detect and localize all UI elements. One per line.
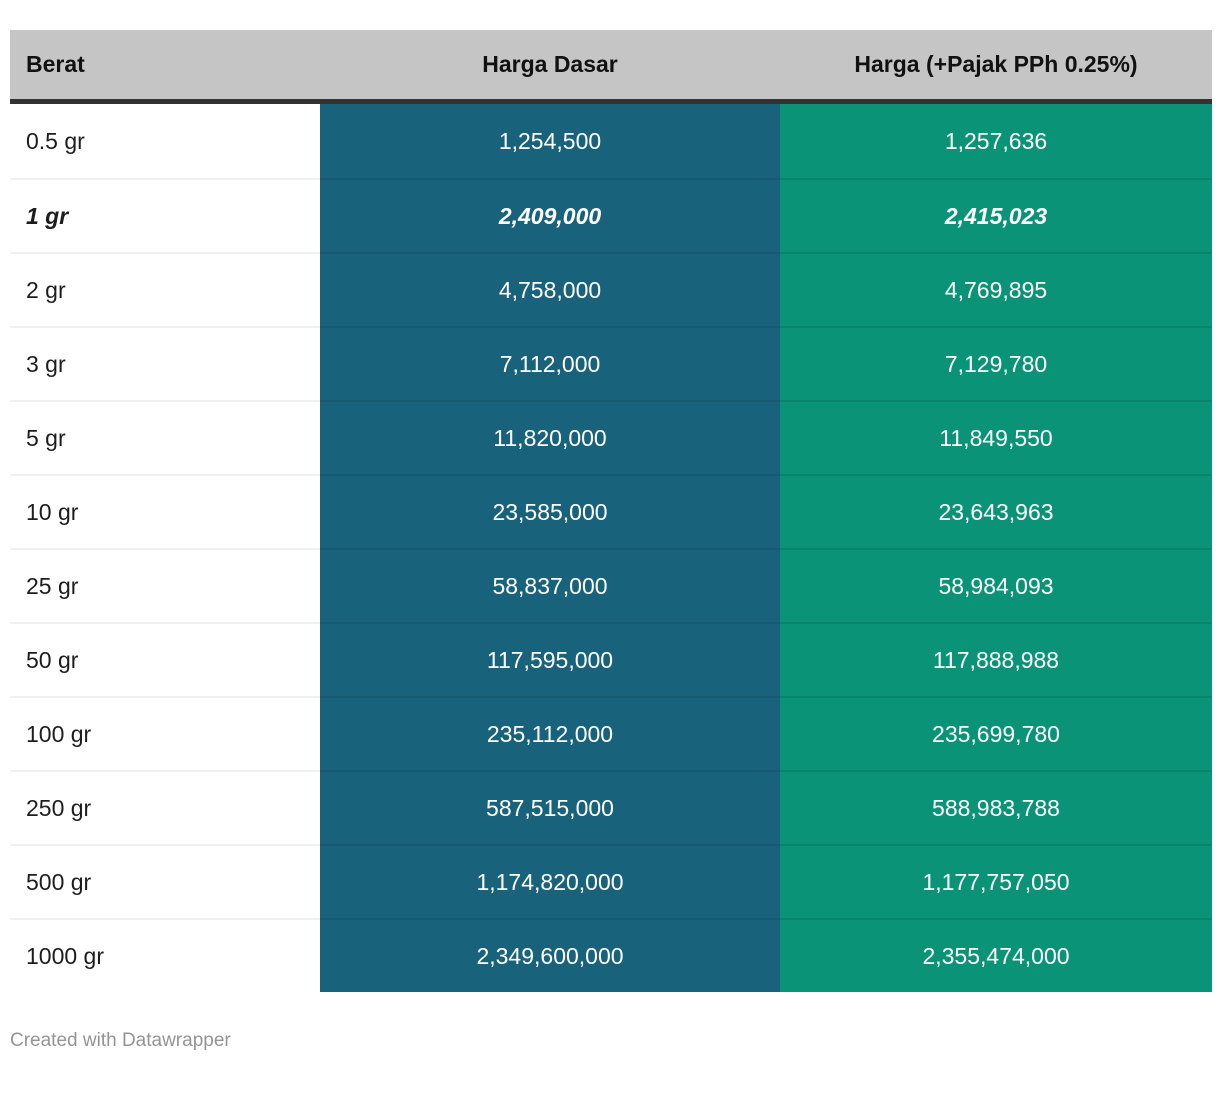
table-row: 100 gr 235,112,000 235,699,780 xyxy=(10,696,1212,770)
table-row: 10 gr 23,585,000 23,643,963 xyxy=(10,474,1212,548)
cell-harga-pajak: 11,849,550 xyxy=(780,400,1212,474)
table-row: 1000 gr 2,349,600,000 2,355,474,000 xyxy=(10,918,1212,992)
cell-berat: 0.5 gr xyxy=(10,104,320,178)
cell-harga-pajak: 117,888,988 xyxy=(780,622,1212,696)
price-table: Berat Harga Dasar Harga (+Pajak PPh 0.25… xyxy=(10,30,1212,992)
table-row: 5 gr 11,820,000 11,849,550 xyxy=(10,400,1212,474)
cell-harga-pajak: 588,983,788 xyxy=(780,770,1212,844)
table-row: 25 gr 58,837,000 58,984,093 xyxy=(10,548,1212,622)
cell-harga-pajak: 1,257,636 xyxy=(780,104,1212,178)
cell-berat: 25 gr xyxy=(10,548,320,622)
cell-harga-dasar: 2,349,600,000 xyxy=(320,918,780,992)
column-header-harga-dasar: Harga Dasar xyxy=(482,51,618,77)
cell-berat: 100 gr xyxy=(10,696,320,770)
table-row: 50 gr 117,595,000 117,888,988 xyxy=(10,622,1212,696)
cell-berat: 3 gr xyxy=(10,326,320,400)
cell-harga-dasar: 1,174,820,000 xyxy=(320,844,780,918)
table-row: 500 gr 1,174,820,000 1,177,757,050 xyxy=(10,844,1212,918)
cell-berat: 500 gr xyxy=(10,844,320,918)
cell-harga-pajak: 2,355,474,000 xyxy=(780,918,1212,992)
cell-harga-dasar: 7,112,000 xyxy=(320,326,780,400)
cell-harga-dasar: 587,515,000 xyxy=(320,770,780,844)
cell-harga-pajak: 7,129,780 xyxy=(780,326,1212,400)
cell-berat: 250 gr xyxy=(10,770,320,844)
datawrapper-credit-link[interactable]: Created with Datawrapper xyxy=(10,1030,231,1051)
cell-harga-pajak: 58,984,093 xyxy=(780,548,1212,622)
cell-berat: 5 gr xyxy=(10,400,320,474)
cell-harga-dasar: 4,758,000 xyxy=(320,252,780,326)
table-header-row: Berat Harga Dasar Harga (+Pajak PPh 0.25… xyxy=(10,30,1212,104)
column-header-berat: Berat xyxy=(26,51,85,77)
cell-berat: 1000 gr xyxy=(10,918,320,992)
cell-harga-pajak: 23,643,963 xyxy=(780,474,1212,548)
table-row: 3 gr 7,112,000 7,129,780 xyxy=(10,326,1212,400)
cell-harga-dasar: 235,112,000 xyxy=(320,696,780,770)
cell-harga-dasar: 23,585,000 xyxy=(320,474,780,548)
table-row: 0.5 gr 1,254,500 1,257,636 xyxy=(10,104,1212,178)
cell-harga-dasar: 2,409,000 xyxy=(320,178,780,252)
cell-berat: 10 gr xyxy=(10,474,320,548)
cell-berat: 1 gr xyxy=(10,178,320,252)
cell-harga-pajak: 1,177,757,050 xyxy=(780,844,1212,918)
table-row: 250 gr 587,515,000 588,983,788 xyxy=(10,770,1212,844)
cell-harga-dasar: 117,595,000 xyxy=(320,622,780,696)
cell-berat: 2 gr xyxy=(10,252,320,326)
cell-harga-dasar: 11,820,000 xyxy=(320,400,780,474)
cell-harga-pajak: 4,769,895 xyxy=(780,252,1212,326)
cell-harga-dasar: 1,254,500 xyxy=(320,104,780,178)
cell-harga-pajak: 235,699,780 xyxy=(780,696,1212,770)
cell-harga-dasar: 58,837,000 xyxy=(320,548,780,622)
cell-berat: 50 gr xyxy=(10,622,320,696)
table-row-emphasized: 1 gr 2,409,000 2,415,023 xyxy=(10,178,1212,252)
table-row: 2 gr 4,758,000 4,769,895 xyxy=(10,252,1212,326)
cell-harga-pajak: 2,415,023 xyxy=(780,178,1212,252)
column-header-harga-pajak: Harga (+Pajak PPh 0.25%) xyxy=(854,51,1138,77)
